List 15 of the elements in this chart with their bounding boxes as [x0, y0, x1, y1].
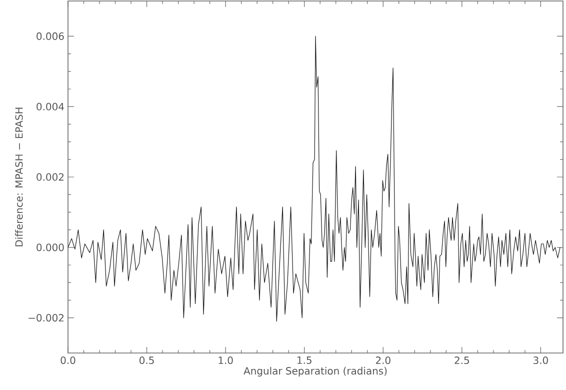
- y-tick-label: 0.004: [36, 102, 64, 110]
- x-tick-label: 0.0: [60, 356, 76, 364]
- y-tick-label: 0.002: [36, 173, 64, 181]
- y-tick-label: 0.006: [36, 32, 64, 40]
- line-series: [68, 36, 560, 322]
- x-tick-label: 1.0: [218, 356, 233, 364]
- x-tick-label: 2.0: [376, 356, 390, 364]
- x-tick-label: 0.5: [140, 356, 154, 364]
- x-axis-title: Angular Separation (radians): [244, 366, 387, 377]
- y-tick-label: −0.002: [28, 314, 64, 322]
- y-axis-title: Difference: MPASH − EPASH: [15, 108, 23, 246]
- x-tick-label: 3.0: [534, 356, 548, 364]
- y-tick-label: 0.000: [36, 244, 64, 252]
- x-tick-label: 2.5: [454, 356, 469, 364]
- x-tick-label: 1.5: [298, 356, 312, 364]
